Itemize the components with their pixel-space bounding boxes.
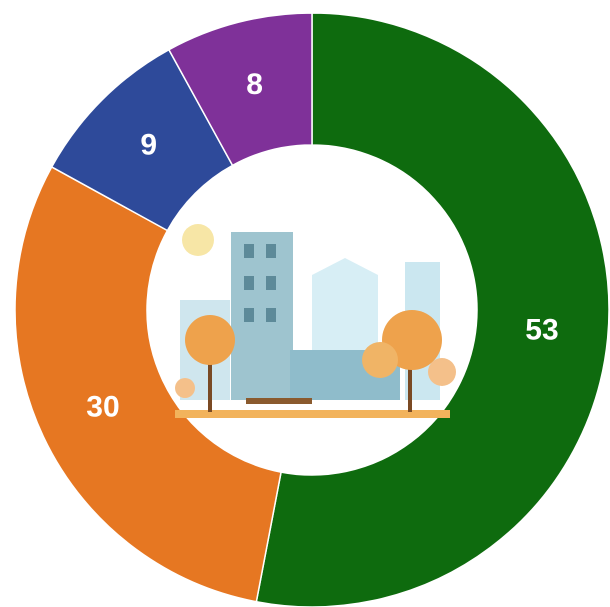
value-label: 53 [525,314,558,347]
value-label: 8 [246,68,263,101]
value-label: 30 [86,390,119,423]
chart: 53 30 9 8 [0,0,610,607]
page: {"chart_data": {"type": "donut", "values… [0,0,610,607]
value-label: 9 [140,129,157,162]
center-illustration [147,145,477,475]
